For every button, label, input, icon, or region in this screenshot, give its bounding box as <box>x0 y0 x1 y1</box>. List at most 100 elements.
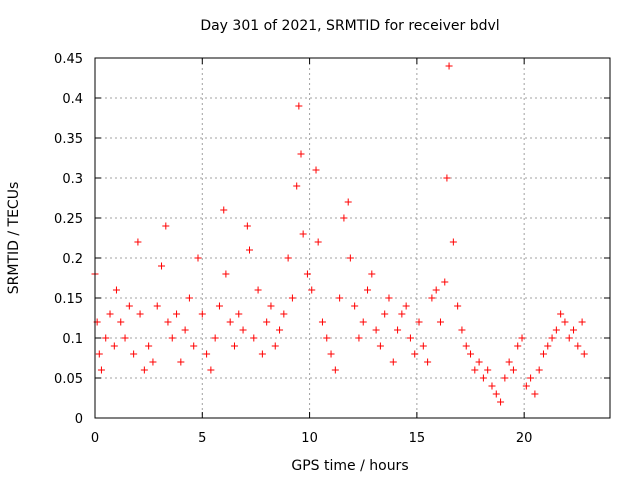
data-point <box>432 286 440 294</box>
data-point <box>449 238 457 246</box>
data-point <box>340 214 348 222</box>
data-point <box>436 318 444 326</box>
grid <box>95 58 610 418</box>
data-point <box>539 350 547 358</box>
data-point <box>346 254 354 262</box>
data-point <box>102 334 110 342</box>
data-point <box>501 374 509 382</box>
data-point <box>557 310 565 318</box>
data-point <box>548 334 556 342</box>
data-point <box>565 334 573 342</box>
data-point <box>267 302 275 310</box>
data-point <box>372 326 380 334</box>
y-tick-label: 0.3 <box>62 172 83 187</box>
y-axis-label: SRMTID / TECUs <box>6 182 22 295</box>
data-point <box>97 366 105 374</box>
data-point <box>106 310 114 318</box>
data-point <box>177 358 185 366</box>
data-point <box>509 366 517 374</box>
data-point <box>263 318 271 326</box>
data-point <box>203 350 211 358</box>
data-point <box>462 342 470 350</box>
data-point <box>194 254 202 262</box>
data-point <box>168 334 176 342</box>
data-point <box>164 318 172 326</box>
data-point <box>359 318 367 326</box>
data-point <box>344 198 352 206</box>
data-point <box>299 230 307 238</box>
data-point <box>318 318 326 326</box>
data-point <box>293 182 301 190</box>
data-point <box>544 342 552 350</box>
data-point <box>239 326 247 334</box>
data-point <box>303 270 311 278</box>
data-point <box>527 374 535 382</box>
data-point <box>411 350 419 358</box>
data-point <box>258 350 266 358</box>
data-point <box>497 398 505 406</box>
x-tick-label: 10 <box>301 431 318 446</box>
data-point <box>323 334 331 342</box>
data-point <box>271 342 279 350</box>
data-point <box>580 350 588 358</box>
data-point <box>312 166 320 174</box>
data-point <box>381 310 389 318</box>
data-point <box>185 294 193 302</box>
data-point <box>531 390 539 398</box>
data-point <box>288 294 296 302</box>
data-point <box>479 374 487 382</box>
data-point <box>181 326 189 334</box>
data-point <box>415 318 423 326</box>
data-point <box>158 262 166 270</box>
data-point <box>389 358 397 366</box>
x-tick-label: 0 <box>91 431 99 446</box>
data-point <box>230 342 238 350</box>
data-point <box>488 382 496 390</box>
data-point <box>295 102 303 110</box>
data-point <box>276 326 284 334</box>
data-point <box>351 302 359 310</box>
data-point <box>140 366 148 374</box>
data-point <box>220 206 228 214</box>
data-point <box>246 246 253 254</box>
data-point <box>398 310 406 318</box>
data-point <box>243 222 251 230</box>
data-point <box>162 222 170 230</box>
data-point <box>419 342 427 350</box>
data-point <box>492 390 500 398</box>
data-point <box>355 334 363 342</box>
data-point <box>561 318 569 326</box>
y-tick-label: 0.2 <box>62 252 83 267</box>
data-point <box>110 342 118 350</box>
data-point <box>222 270 230 278</box>
plot-frame <box>94 57 611 419</box>
data-point <box>149 358 157 366</box>
data-point <box>130 350 138 358</box>
y-tick-label: 0.05 <box>54 372 83 387</box>
y-tick-label: 0.35 <box>54 132 83 147</box>
x-tick-label: 5 <box>198 431 206 446</box>
data-point <box>445 62 453 70</box>
data-point <box>173 310 181 318</box>
data-point <box>570 326 578 334</box>
axis-ticks: 0 0.05 0.1 0.15 0.2 0.25 0.3 0.35 0.4 0.45 0 5 10 15 2… <box>54 52 610 446</box>
data-point <box>297 150 305 158</box>
data-point <box>552 326 560 334</box>
data-point <box>314 238 322 246</box>
data-point <box>406 334 414 342</box>
data-point <box>121 334 129 342</box>
data-point <box>95 350 103 358</box>
data-point <box>235 310 243 318</box>
data-point <box>254 286 262 294</box>
data-point <box>518 334 526 342</box>
data-point <box>454 302 462 310</box>
data-point <box>522 382 530 390</box>
y-tick-label: 0.15 <box>54 292 83 307</box>
data-point <box>250 334 258 342</box>
data-point <box>368 270 376 278</box>
data-point <box>136 310 144 318</box>
data-point <box>117 318 125 326</box>
y-tick-label: 0 <box>75 412 83 427</box>
x-axis-label: GPS time / hours <box>291 458 408 474</box>
